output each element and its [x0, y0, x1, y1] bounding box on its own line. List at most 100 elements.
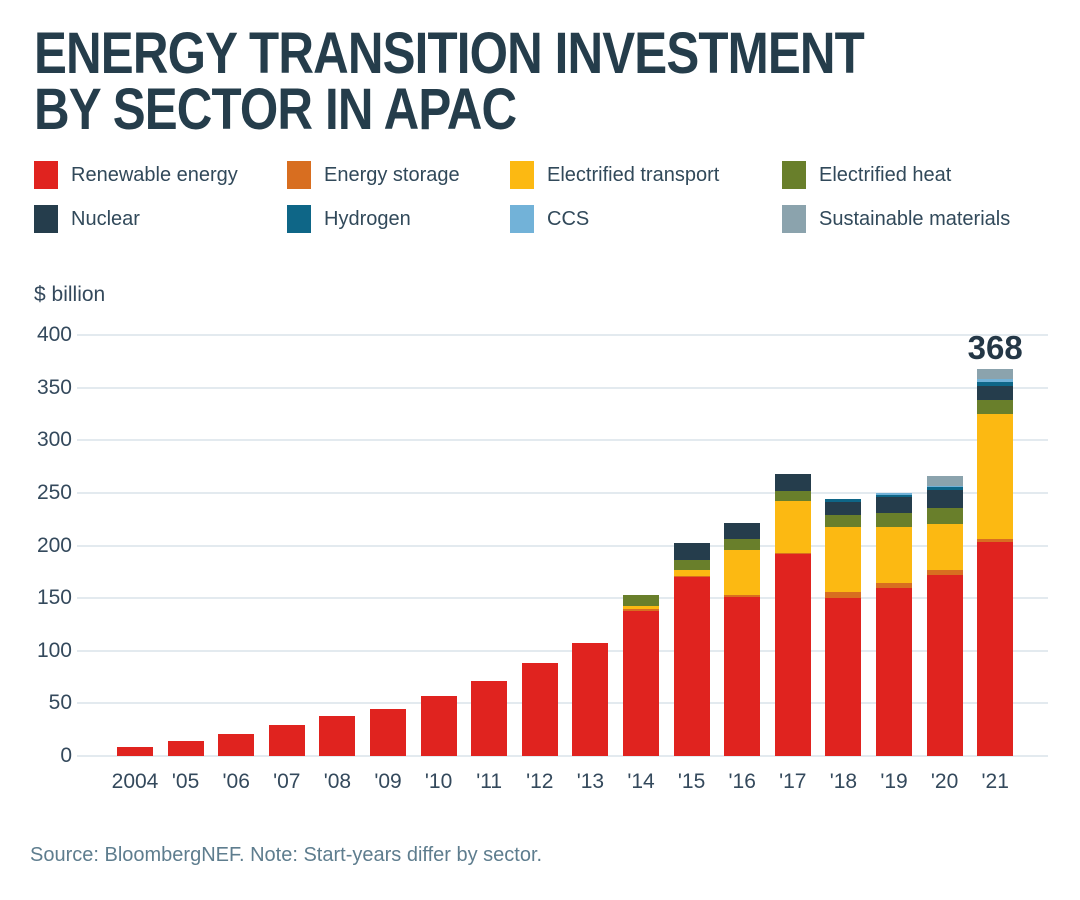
bar-2010	[420, 696, 457, 756]
segment-renewable-energy	[926, 574, 963, 756]
y-tick-label-400: 400	[36, 323, 72, 346]
sustainable-materials-swatch-icon	[782, 205, 806, 233]
segment-energy-storage	[623, 608, 659, 611]
segment-hydrogen	[926, 486, 963, 490]
legend-item-hydrogen: Hydrogen	[287, 205, 510, 233]
chart-legend: Renewable energy Energy storage Electrifie…	[34, 161, 1054, 233]
legend-label: Sustainable materials	[819, 207, 1011, 230]
x-tick-label-2004: 2004	[111, 770, 159, 793]
bar-2011	[471, 681, 508, 756]
legend-label: Hydrogen	[324, 207, 411, 230]
segment-nuclear	[825, 502, 862, 515]
y-axis-unit-label: $ billion	[34, 283, 106, 306]
segment-electrified-heat	[623, 594, 659, 606]
segment-electrified-transport	[774, 501, 811, 553]
x-tick-label-20: '20	[930, 770, 959, 793]
gridline-100	[77, 649, 1048, 652]
bar-2005	[167, 741, 204, 756]
segment-hydrogen	[825, 499, 862, 503]
hydrogen-swatch-icon	[287, 205, 311, 233]
x-tick-label-05: '05	[171, 770, 200, 793]
x-tick-label-13: '13	[576, 770, 605, 793]
gridline-400	[77, 334, 1048, 336]
segment-nuclear	[774, 473, 811, 491]
segment-electrified-transport	[977, 413, 1014, 540]
segment-nuclear	[724, 523, 761, 540]
legend-item-energy-storage: Energy storage	[287, 161, 510, 189]
segment-electrified-heat	[926, 507, 963, 525]
x-tick-label-14: '14	[627, 770, 655, 793]
legend-item-renewable-energy: Renewable energy	[34, 161, 287, 189]
segment-electrified-heat	[673, 560, 710, 570]
gridline-300	[77, 439, 1048, 442]
segment-electrified-transport	[673, 569, 710, 577]
segment-ccs	[876, 492, 912, 496]
nuclear-swatch-icon	[34, 205, 58, 233]
legend-label: Electrified transport	[547, 163, 720, 186]
segment-sustainable-materials	[926, 476, 963, 486]
segment-electrified-heat	[724, 539, 761, 550]
bar-2009	[370, 708, 406, 756]
gridline-50	[77, 702, 1048, 705]
segment-energy-storage	[977, 539, 1014, 543]
segment-electrified-heat	[825, 514, 862, 527]
gridline-0	[77, 755, 1048, 757]
segment-renewable-energy	[623, 610, 659, 756]
peak-value-label: 368	[967, 328, 1023, 366]
legend-label: Renewable energy	[71, 163, 238, 186]
segment-renewable-energy	[319, 716, 356, 756]
y-tick-label-300: 300	[36, 428, 72, 452]
legend-item-sustainable-materials: Sustainable materials	[782, 205, 1054, 233]
segment-renewable-energy	[977, 542, 1014, 756]
legend-label: Nuclear	[71, 207, 140, 230]
y-tick-label-350: 350	[36, 375, 72, 399]
segment-electrified-transport	[724, 549, 761, 595]
segment-energy-storage	[926, 569, 963, 575]
bar-2004	[117, 746, 153, 756]
segment-energy-storage	[774, 552, 811, 554]
bar-2008	[319, 716, 356, 756]
legend-label: Energy storage	[324, 163, 460, 186]
y-tick-label-200: 200	[36, 533, 72, 557]
segment-electrified-transport	[825, 526, 862, 592]
renewable-energy-swatch-icon	[34, 161, 58, 189]
gridline-200	[77, 544, 1048, 547]
bar-2017	[774, 473, 811, 756]
segment-renewable-energy	[774, 553, 811, 756]
page-title-line1: ENERGY TRANSITION INVESTMENT	[34, 21, 865, 86]
bar-2020	[926, 476, 963, 756]
y-tick-label-250: 250	[36, 480, 72, 504]
x-tick-label-21: '21	[981, 770, 1009, 793]
legend-item-nuclear: Nuclear	[34, 205, 287, 233]
segment-renewable-energy	[370, 708, 406, 756]
legend-item-electrified-heat: Electrified heat	[782, 161, 1054, 189]
segment-renewable-energy	[724, 597, 761, 756]
segment-renewable-energy	[218, 733, 255, 756]
energy-storage-swatch-icon	[287, 161, 311, 189]
segment-ccs	[926, 485, 963, 487]
segment-renewable-energy	[876, 587, 912, 756]
segment-sustainable-materials	[977, 368, 1014, 380]
segment-energy-storage	[724, 594, 761, 598]
segment-electrified-heat	[774, 490, 811, 502]
segment-nuclear	[876, 497, 912, 513]
x-tick-label-09: '09	[374, 770, 402, 793]
gridline-250	[77, 491, 1048, 494]
page-title-line2: BY SECTOR IN APAC	[34, 77, 517, 142]
bar-2021	[977, 368, 1014, 756]
bar-2006	[218, 733, 255, 756]
bar-2013	[572, 643, 609, 756]
segment-electrified-transport	[623, 605, 659, 609]
segment-hydrogen	[876, 495, 912, 498]
page-title: ENERGY TRANSITION INVESTMENT BY SECTOR I…	[34, 25, 865, 139]
y-tick-label-100: 100	[36, 638, 72, 662]
legend-item-ccs: CCS	[510, 205, 782, 233]
ccs-swatch-icon	[510, 205, 534, 233]
bar-2015	[673, 543, 710, 756]
gridline-150	[77, 597, 1048, 600]
legend-item-electrified-transport: Electrified transport	[510, 161, 782, 189]
y-tick-label-150: 150	[36, 586, 72, 610]
electrified-transport-swatch-icon	[510, 161, 534, 189]
segment-ccs	[977, 379, 1014, 383]
